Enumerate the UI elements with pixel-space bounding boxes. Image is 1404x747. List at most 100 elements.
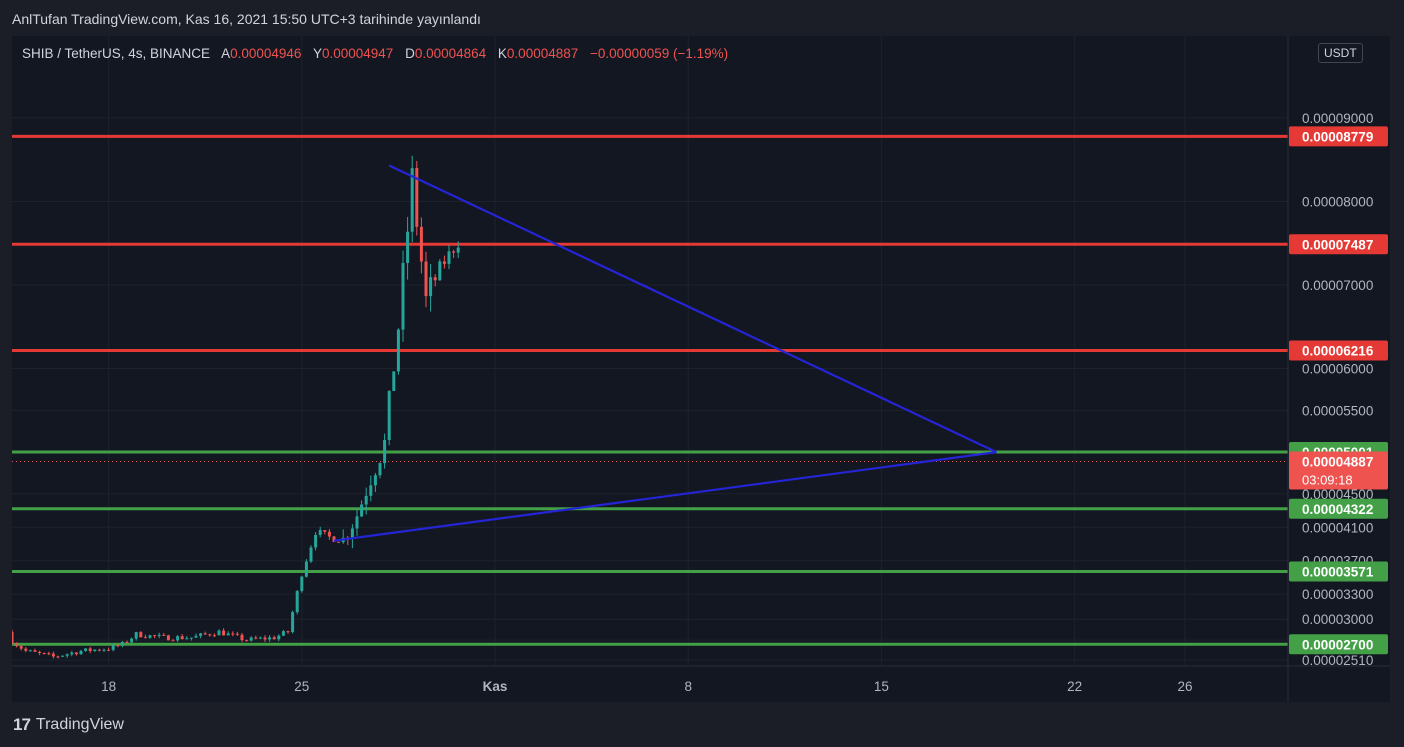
candle-body bbox=[93, 649, 97, 651]
footer bbox=[0, 702, 1404, 747]
candle-body bbox=[120, 641, 124, 646]
trendlines bbox=[333, 164, 997, 542]
candle-body bbox=[125, 641, 129, 643]
candle-body bbox=[281, 631, 285, 636]
candle-body bbox=[309, 547, 313, 562]
candle-body bbox=[438, 261, 442, 281]
candle-body bbox=[70, 652, 74, 655]
candle-body bbox=[226, 633, 230, 636]
candle-body bbox=[456, 247, 460, 253]
candle-body bbox=[56, 656, 60, 658]
candle-body bbox=[111, 645, 115, 650]
candle-body bbox=[327, 531, 331, 537]
currency-button[interactable]: USDT bbox=[1318, 43, 1363, 63]
support-level-label-box bbox=[1289, 498, 1388, 519]
candle-body bbox=[139, 632, 143, 638]
last-price-box bbox=[1289, 451, 1388, 490]
candle-body bbox=[79, 650, 83, 655]
candle-body bbox=[240, 634, 244, 641]
low-label: D bbox=[405, 46, 415, 61]
candles bbox=[12, 155, 460, 659]
price-tick-label: 0.00005500 bbox=[1302, 403, 1373, 418]
candle-body bbox=[65, 654, 69, 656]
high-value: 0.00004947 bbox=[321, 46, 394, 61]
time-tick-label: Kas bbox=[483, 679, 508, 694]
candle-body bbox=[107, 649, 111, 651]
candle-body bbox=[130, 638, 134, 643]
price-chart[interactable]: 0.00009000 0.00008000 0.00007000 0.00006000… bbox=[12, 36, 1390, 702]
chart-frame[interactable]: 0.00009000 0.00008000 0.00007000 0.00006000… bbox=[12, 36, 1390, 702]
close-value: 0.00004887 bbox=[506, 46, 579, 61]
time-tick-label: 26 bbox=[1177, 679, 1192, 694]
candle-body bbox=[373, 475, 377, 486]
candle-body bbox=[392, 371, 396, 391]
candle-body bbox=[171, 640, 175, 642]
candle-body bbox=[42, 652, 46, 654]
support-level-label: 0.00002700 bbox=[1302, 637, 1373, 652]
symbol-label: SHIB / TetherUS, 4s, BINANCE bbox=[22, 46, 211, 61]
trendline-upper bbox=[388, 164, 997, 454]
ohlc-legend: SHIB / TetherUS, 4s, BINANCE A0.00004946… bbox=[22, 46, 736, 61]
candle-body bbox=[314, 534, 318, 548]
candle-body bbox=[304, 561, 308, 577]
candle-body bbox=[15, 644, 19, 647]
candle-body bbox=[208, 634, 212, 636]
price-axis bbox=[1288, 36, 1390, 702]
candle-body bbox=[74, 652, 78, 655]
open-label: A bbox=[221, 46, 231, 61]
candle-body bbox=[415, 168, 419, 227]
candle-body bbox=[51, 653, 55, 657]
candle-body bbox=[396, 329, 400, 372]
support-level-label-box bbox=[1289, 634, 1388, 655]
tradingview-logo[interactable]: 17 TradingView bbox=[13, 715, 124, 735]
trendline-lower bbox=[333, 451, 997, 542]
candle-body bbox=[153, 635, 157, 637]
candle-body bbox=[162, 634, 166, 636]
candle-body bbox=[272, 637, 276, 640]
candle-body bbox=[364, 495, 368, 505]
candle-body bbox=[97, 649, 101, 651]
candle-body bbox=[12, 631, 14, 645]
candle-body bbox=[452, 251, 456, 253]
candle-body bbox=[157, 634, 161, 636]
resistance-level-label-box bbox=[1289, 126, 1388, 147]
candle-body bbox=[401, 262, 405, 330]
candle-body bbox=[355, 516, 359, 529]
candle-body bbox=[189, 637, 193, 639]
price-tick-label: 0.00004100 bbox=[1302, 520, 1373, 535]
change-value: −0.00000059 (−1.19%) bbox=[590, 46, 729, 61]
candle-body bbox=[249, 637, 253, 641]
candle-body bbox=[148, 635, 152, 638]
candle-body bbox=[235, 633, 239, 635]
candle-body bbox=[134, 632, 138, 639]
candle-body bbox=[199, 633, 203, 636]
candle-body bbox=[19, 646, 23, 649]
candle-body bbox=[263, 637, 267, 640]
candle-body bbox=[378, 463, 382, 476]
candle-body bbox=[212, 635, 216, 637]
tradingview-logo-icon: 17 bbox=[13, 715, 31, 734]
time-tick-label: 25 bbox=[294, 679, 309, 694]
candle-body bbox=[286, 631, 290, 633]
candle-body bbox=[254, 637, 258, 639]
resistance-level-label: 0.00008779 bbox=[1302, 129, 1373, 144]
publish-info: AnlTufan TradingView.com, Kas 16, 2021 1… bbox=[12, 11, 481, 27]
candle-body bbox=[447, 251, 451, 264]
low-value: 0.00004864 bbox=[414, 46, 487, 61]
price-tick-label: 0.00007000 bbox=[1302, 278, 1373, 293]
axes: 0.00009000 0.00008000 0.00007000 0.00006000… bbox=[12, 36, 1390, 702]
price-tick-label: 0.00003300 bbox=[1302, 587, 1373, 602]
price-tick-label: 0.00003000 bbox=[1302, 612, 1373, 627]
price-tick-label: 0.00008000 bbox=[1302, 194, 1373, 209]
last-price-label: 0.00004887 bbox=[1302, 455, 1373, 470]
candle-body bbox=[424, 261, 428, 297]
support-level-label: 0.00003571 bbox=[1302, 565, 1374, 580]
candle-body bbox=[231, 633, 235, 635]
candle-body bbox=[300, 576, 304, 592]
candle-body bbox=[84, 648, 88, 651]
candle-body bbox=[143, 637, 147, 639]
time-tick-label: 22 bbox=[1067, 679, 1082, 694]
candle-body bbox=[194, 635, 198, 638]
candle-body bbox=[419, 226, 423, 262]
candle-body bbox=[442, 261, 446, 264]
